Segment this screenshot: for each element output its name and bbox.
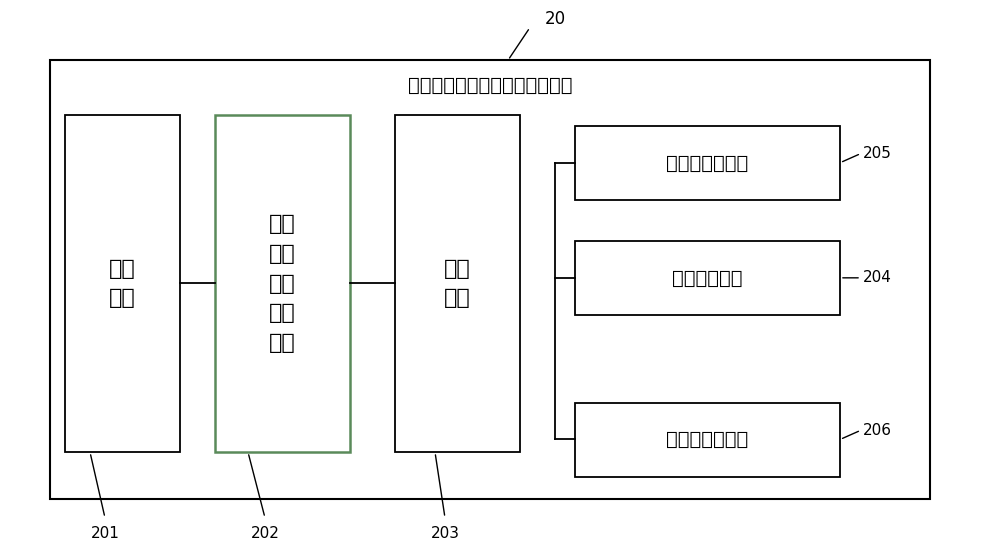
Text: 第一
控制
信号
发送
单元: 第一 控制 信号 发送 单元 [269,214,296,353]
Text: 202: 202 [251,526,279,541]
Bar [395,115,520,452]
Text: 除冰控制单元: 除冰控制单元 [672,269,743,288]
Bar [575,403,840,477]
Bar [65,115,180,452]
Bar [575,126,840,200]
Text: 205: 205 [863,146,892,161]
Text: 206: 206 [863,423,892,438]
Text: 车辆发动机节气门阀板控制装置: 车辆发动机节气门阀板控制装置 [408,76,572,94]
Text: 发动机控制单元: 发动机控制单元 [666,430,749,449]
Text: 204: 204 [863,270,892,286]
Text: 故障码发送单元: 故障码发送单元 [666,153,749,173]
Text: 201: 201 [91,526,119,541]
Text: 203: 203 [430,526,460,541]
Text: 20: 20 [545,10,566,28]
Bar [50,60,930,499]
Text: 获取
单元: 获取 单元 [109,259,136,309]
Text: 检测
单元: 检测 单元 [444,259,471,309]
Bar [575,241,840,315]
Bar [215,115,350,452]
